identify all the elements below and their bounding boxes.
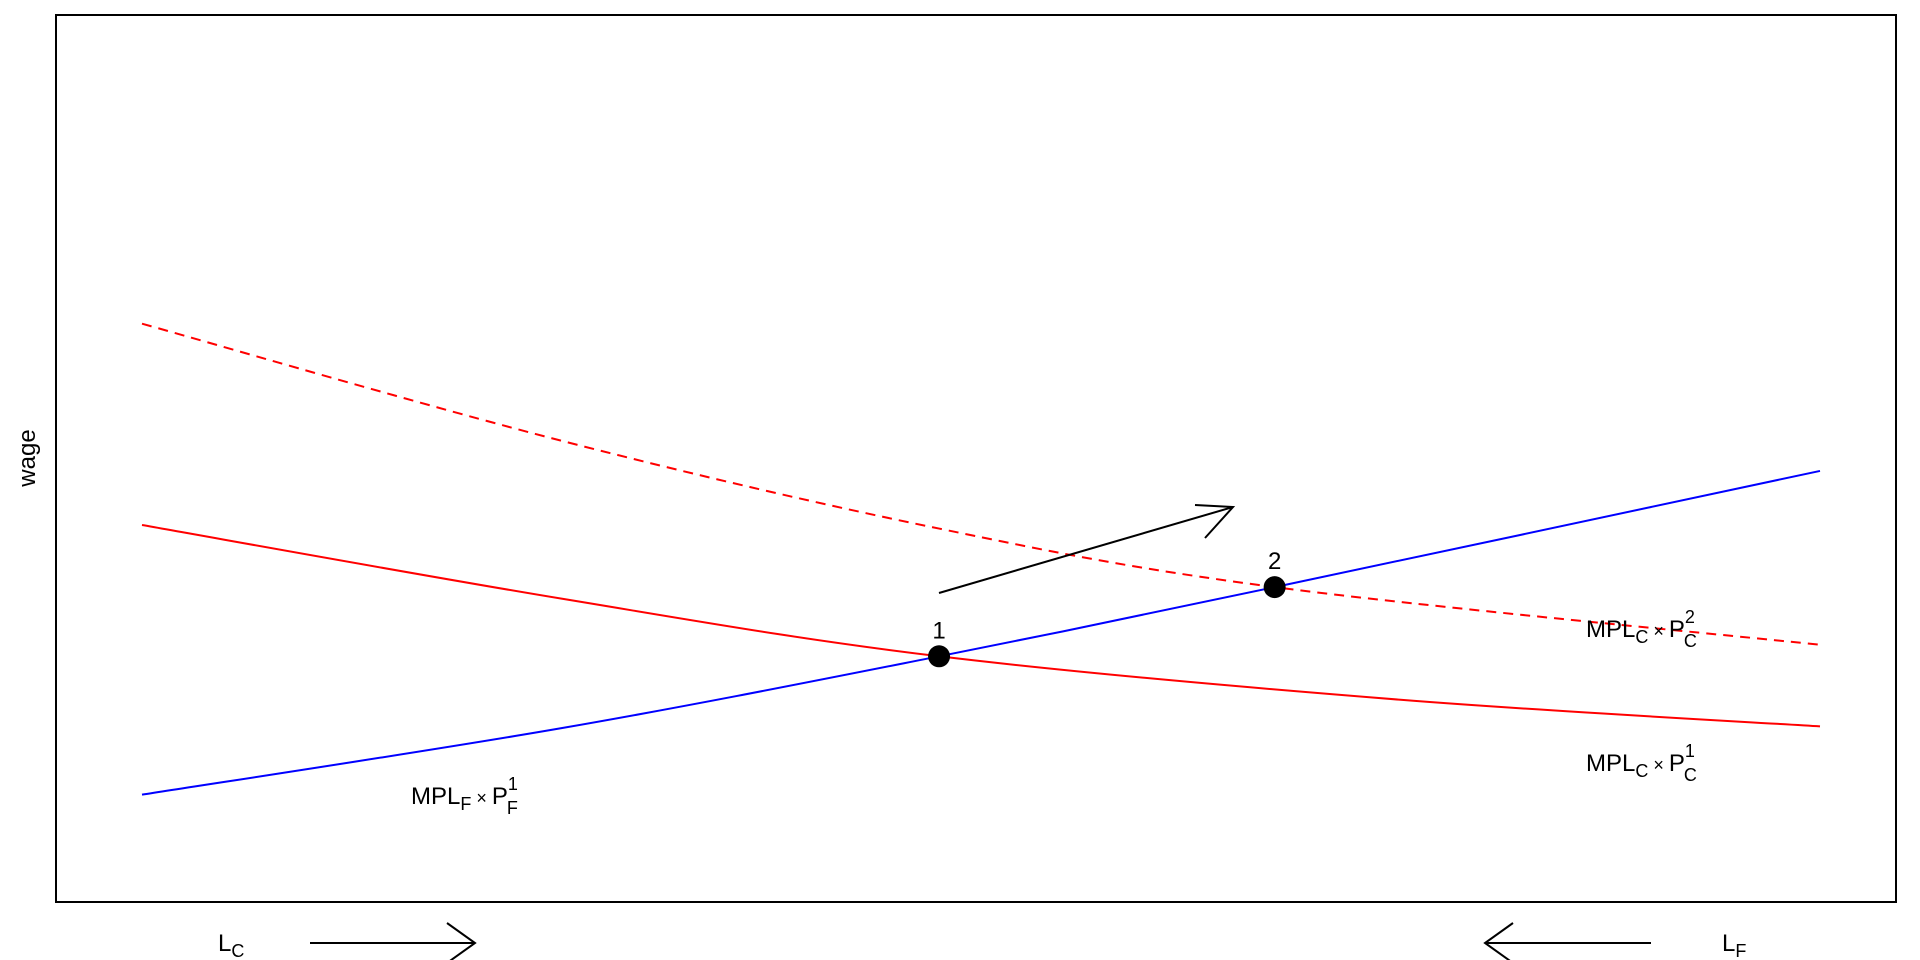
series-line-mplc-p1 bbox=[141, 524, 1821, 728]
equilibrium-label-1: 1 bbox=[932, 617, 945, 644]
shift-arrow-shaft bbox=[938, 506, 1234, 594]
points-layer: 12 bbox=[928, 548, 1286, 668]
arrow-right-icon bbox=[310, 922, 477, 960]
curve-label-mplf-p1: MPLF × P1 F bbox=[411, 774, 518, 818]
equilibrium-label-2: 2 bbox=[1268, 548, 1281, 575]
label-lf: LF bbox=[1722, 930, 1746, 960]
curve-label-mplc-p1: MPLC × P1 C bbox=[1586, 741, 1697, 785]
arrow-left-icon bbox=[1483, 922, 1651, 960]
equilibrium-point-2 bbox=[1263, 576, 1286, 599]
curve-label-mplc-p2: MPLC × P2 C bbox=[1586, 607, 1697, 651]
y-axis-label: wage bbox=[14, 429, 41, 487]
series-line-mplf-p1 bbox=[141, 469, 1821, 796]
plot-frame bbox=[55, 14, 1897, 903]
label-lc: LC bbox=[218, 930, 244, 960]
equilibrium-point-1 bbox=[928, 645, 951, 668]
series-line-mplc-p2 bbox=[141, 322, 1821, 646]
shift-arrow-head bbox=[1194, 504, 1236, 539]
series-layer bbox=[141, 322, 1821, 796]
